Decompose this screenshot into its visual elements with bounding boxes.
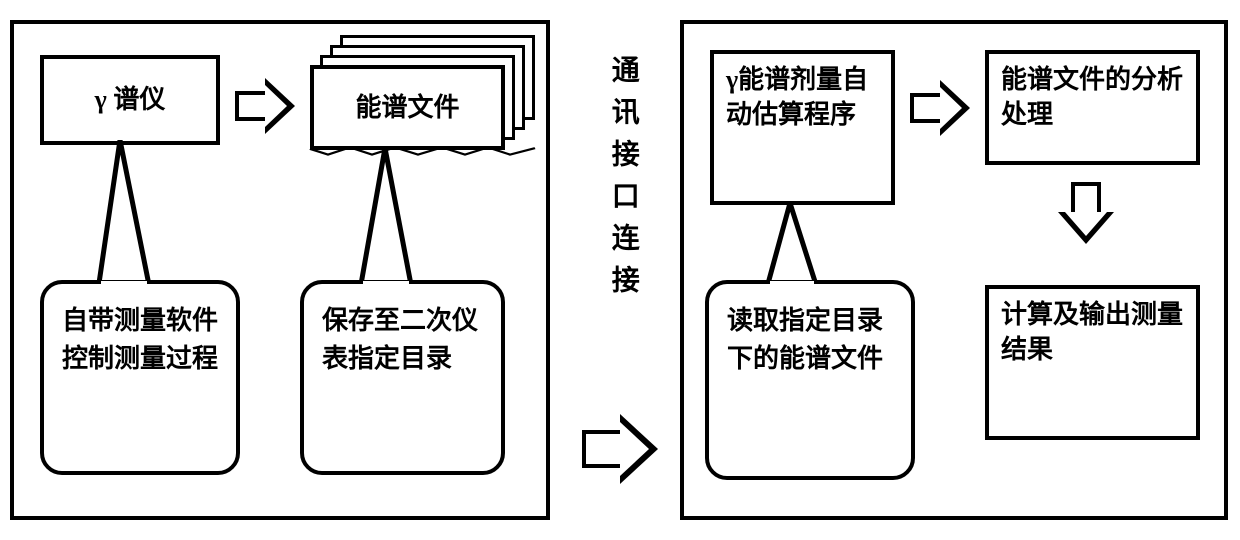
box-dose-program-label: γ能谱剂量自动估算程序 xyxy=(726,62,879,132)
bubble-sw-seam-cover xyxy=(101,281,147,289)
box-result-label: 计算及输出测量结果 xyxy=(1001,297,1184,367)
box-spectrum-files-label: 能谱文件 xyxy=(355,90,459,125)
box-gamma-spectrometer: γ 谱仪 xyxy=(40,55,220,145)
box-dose-program: γ能谱剂量自动估算程序 xyxy=(710,50,895,205)
arrow-spectrometer-to-files xyxy=(235,78,297,134)
bubble-read-seam-cover xyxy=(770,281,814,289)
bubble-save-directory-text: 保存至二次仪表指定目录 xyxy=(322,306,478,373)
bubble-sw-pointer xyxy=(90,140,170,290)
bubble-read-directory-text: 读取指定目录下的能谱文件 xyxy=(727,306,883,373)
arrow-left-to-right-panel xyxy=(582,414,662,484)
bubble-save-directory: 保存至二次仪表指定目录 xyxy=(300,280,505,475)
label-comm-interface-text: 通讯接口连接 xyxy=(600,55,645,307)
box-analysis-label: 能谱文件的分析处理 xyxy=(1001,62,1184,132)
diagram-root: γ 谱仪 能谱文件 自带测量软件控制测量过程 保存至二次仪表指定目录 通讯接口连… xyxy=(0,0,1240,540)
box-result: 计算及输出测量结果 xyxy=(985,285,1200,440)
box-gamma-spectrometer-label: γ 谱仪 xyxy=(95,82,166,117)
label-comm-interface: 通讯接口连接 xyxy=(600,55,632,322)
bubble-read-pointer xyxy=(758,203,838,291)
bubble-save-seam-cover xyxy=(363,281,409,289)
bubble-read-directory: 读取指定目录下的能谱文件 xyxy=(705,280,915,480)
arrow-program-to-analysis xyxy=(910,80,972,136)
box-analysis: 能谱文件的分析处理 xyxy=(985,50,1200,165)
arrow-analysis-to-result xyxy=(1058,182,1114,250)
bubble-measure-software-text: 自带测量软件控制测量过程 xyxy=(62,306,218,373)
bubble-measure-software: 自带测量软件控制测量过程 xyxy=(40,280,240,475)
bubble-save-pointer xyxy=(350,148,430,290)
box-spectrum-files: 能谱文件 xyxy=(310,65,505,150)
